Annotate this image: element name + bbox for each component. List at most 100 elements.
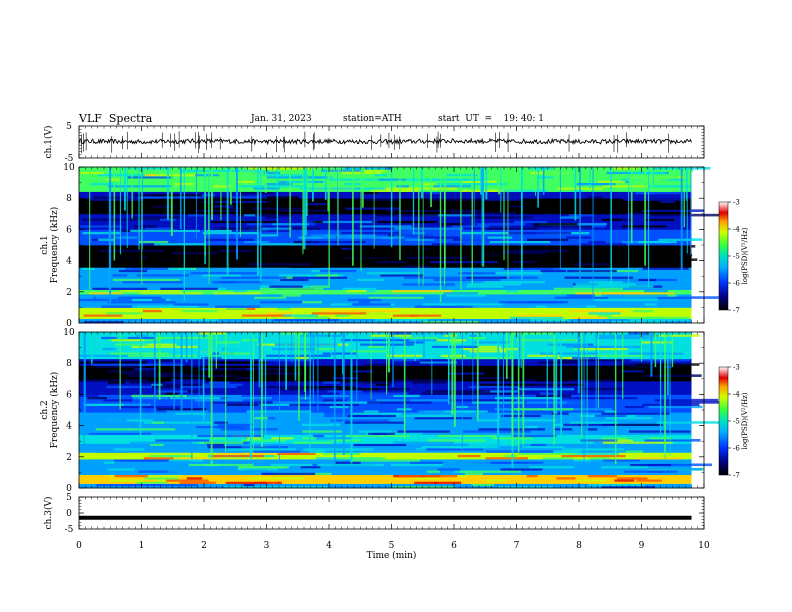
spectrogram-speckle <box>566 236 592 239</box>
spectrogram-speckle <box>134 260 201 264</box>
spectrogram-speckle <box>167 282 217 286</box>
spectrogram-speckle <box>446 209 486 212</box>
spectrogram-speckle <box>343 421 404 424</box>
spectrogram-speckle <box>249 227 292 230</box>
spectrogram-speckle <box>496 485 555 489</box>
spectrogram-speckle <box>180 211 228 215</box>
spectrogram-speckle <box>659 200 675 204</box>
spectrogram-row <box>79 298 692 302</box>
spectrogram-speckle <box>546 305 587 308</box>
spectrogram-row <box>79 407 692 411</box>
spectrogram-speckle <box>481 296 548 299</box>
spectrogram-speckle <box>567 269 617 273</box>
spectrogram-speckle <box>358 300 371 304</box>
spectrogram-speckle <box>553 369 612 373</box>
spectrogram-row <box>79 454 692 458</box>
spectrogram-speckle <box>644 289 668 293</box>
spectrogram-speckle <box>639 349 686 353</box>
colorbar <box>718 201 729 311</box>
spectrogram-speckle <box>528 334 559 337</box>
spectrogram-speckle <box>390 298 431 302</box>
spectrogram-speckle <box>345 207 401 210</box>
x-tick-label: 2 <box>201 541 207 551</box>
colorbar-tick-label: -4 <box>733 391 740 399</box>
spectrogram-speckle <box>404 276 472 279</box>
spectrogram-speckle <box>331 441 396 444</box>
spectrogram-speckle <box>458 271 496 275</box>
spectrogram-speckle <box>335 461 361 464</box>
spectrogram-speckle <box>527 200 568 204</box>
spectrogram-speckle <box>214 316 243 319</box>
spectrogram-speckle <box>599 356 618 360</box>
spectrogram-speckle <box>299 416 358 420</box>
spectrogram-row <box>79 360 692 364</box>
spectrogram-speckle <box>173 302 209 306</box>
x-tick-label: 7 <box>514 541 520 551</box>
spectrogram-speckle <box>413 198 434 201</box>
spectrogram-speckle <box>457 461 491 464</box>
spectrogram-speckle <box>224 485 281 489</box>
spectrogram-speckle <box>530 300 557 304</box>
spectrogram-speckle <box>611 320 662 324</box>
spectrogram-speckle <box>551 412 569 415</box>
y-axis-label-channel: ch.1 <box>40 235 50 254</box>
spectrogram-speckle <box>393 441 455 444</box>
spectrogram-speckle <box>471 483 494 487</box>
spectrogram-speckle <box>522 445 565 449</box>
spectrogram-speckle <box>143 456 174 460</box>
spectrogram-speckle <box>227 447 296 451</box>
spectrogram-row <box>79 461 692 464</box>
spectrogram-speckle <box>146 447 168 451</box>
spectrogram-speckle <box>197 394 242 398</box>
spectrogram-speckle <box>410 461 443 464</box>
spectrogram-speckle <box>457 454 481 458</box>
spectrogram-speckle <box>540 352 599 355</box>
spectrogram-row <box>79 227 692 230</box>
spectrogram-speckle <box>216 452 253 455</box>
spectrogram-speckle <box>158 456 220 460</box>
spectrogram-speckle <box>485 456 528 460</box>
spectrogram-speckle <box>227 403 259 406</box>
spectrogram-speckle <box>601 465 649 469</box>
spectrogram-speckle <box>82 376 148 380</box>
spectrogram-speckle <box>190 365 205 369</box>
spectrogram-speckle <box>83 403 124 406</box>
x-tick-label: 3 <box>264 541 270 551</box>
y-tick-label: 5 <box>66 122 72 132</box>
spectrogram-speckle <box>332 376 359 380</box>
spectrogram-speckle <box>138 470 179 473</box>
spectrogram-row <box>79 481 692 484</box>
spectrogram-speckle <box>572 285 600 288</box>
y-tick-label: 4 <box>66 257 72 267</box>
spectrogram-speckle <box>535 229 577 233</box>
spectrogram-speckle <box>317 463 385 467</box>
spectrogram-speckle <box>212 280 276 284</box>
spectrogram-speckle <box>578 387 624 391</box>
spectrogram-speckle <box>160 287 218 290</box>
spectrogram-speckle <box>450 245 475 248</box>
spectrogram-speckle <box>620 387 673 391</box>
spectrogram-speckle <box>516 314 563 317</box>
spectrogram-speckle <box>589 456 611 460</box>
spectrogram-speckle <box>265 311 293 315</box>
colorbar-tick-label: -3 <box>733 364 740 372</box>
spectrogram-speckle <box>322 352 357 355</box>
spectrogram-speckle <box>107 369 155 373</box>
spectrogram-speckle <box>605 316 665 319</box>
spectrogram-speckle <box>584 345 653 348</box>
x-tick-label: 8 <box>576 541 582 551</box>
spectrogram-speckle <box>540 269 567 273</box>
spectrogram-speckle <box>522 258 570 261</box>
y-tick-label: 0 <box>66 484 72 494</box>
spectrogram-speckle <box>622 198 685 201</box>
spectrogram-speckle <box>616 476 648 480</box>
spectrogram-speckle <box>556 476 576 480</box>
spectrogram-speckle <box>595 334 659 337</box>
spectrogram-speckle <box>510 267 561 270</box>
spectrogram-speckle <box>529 167 553 170</box>
spectrogram-speckle <box>154 358 176 362</box>
spectrogram-speckle <box>461 347 518 351</box>
spectrogram-speckle <box>628 332 650 335</box>
spectrogram-speckle <box>468 443 519 447</box>
spectrogram-speckle <box>440 485 507 489</box>
